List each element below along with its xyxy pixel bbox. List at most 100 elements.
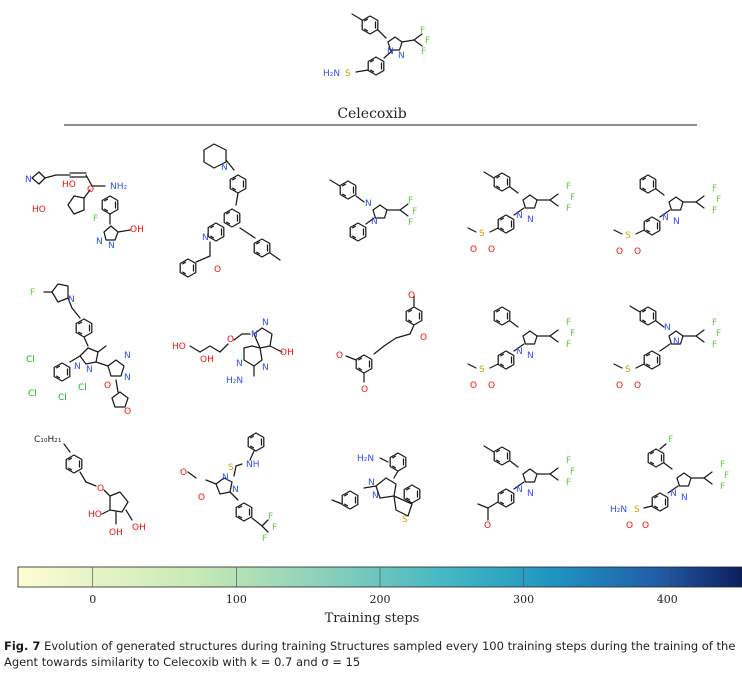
atom-label: F	[408, 218, 413, 228]
atom-label: N	[262, 318, 269, 328]
atom-label: S	[479, 365, 485, 375]
atom-label: H₂N	[226, 376, 243, 386]
molecule-r1c2	[179, 143, 281, 278]
atom-label: N	[202, 233, 209, 243]
atom-label: H₂N	[610, 505, 627, 515]
colorbar-tick-label: 100	[226, 593, 247, 606]
atom-label: O	[124, 407, 131, 417]
atom-label: O	[420, 333, 427, 343]
atom-label: S	[625, 365, 631, 375]
atom-label: N	[222, 473, 229, 483]
molecule-r2c1	[43, 283, 129, 408]
colorbar-tick-label: 300	[513, 593, 534, 606]
atom-label: F	[570, 193, 575, 203]
atom-label: N	[236, 359, 243, 369]
atom-label: N	[368, 478, 375, 488]
atom-label: O	[214, 265, 221, 275]
atom-label: F	[720, 482, 725, 492]
atom-label: O	[484, 521, 491, 531]
colorbar-tick-label: 0	[89, 593, 96, 606]
atom-label: N	[387, 47, 394, 57]
atom-label: N	[74, 362, 81, 372]
colorbar-tick-label: 200	[370, 593, 391, 606]
atom-label: OH	[130, 225, 144, 235]
atom-label: F	[272, 523, 277, 533]
atom-label: O	[470, 381, 477, 391]
atom-label: S	[402, 515, 408, 525]
atom-label: Cl	[28, 389, 37, 399]
caption-label: Fig. 7	[4, 639, 41, 653]
molecule-r3c3	[331, 452, 421, 517]
molecule-r2c3	[345, 295, 423, 383]
atom-label: N	[516, 211, 523, 221]
colorbar-title: Training steps	[325, 611, 420, 626]
atom-label: S	[228, 463, 234, 473]
atom-label: F	[712, 318, 717, 328]
atom-label: F	[262, 534, 267, 544]
atom-label: Cl	[26, 355, 35, 365]
atom-label: F	[720, 460, 725, 470]
atom-label: N	[232, 485, 239, 495]
atom-label: O	[626, 521, 633, 531]
atom-label: N	[124, 373, 131, 383]
molecule-r2c5	[613, 305, 705, 370]
atom-label: F	[566, 182, 571, 192]
atom-label: N	[516, 485, 523, 495]
atom-label: F	[566, 204, 571, 214]
atom-label: H₂N	[357, 454, 374, 464]
atom-label: N	[96, 237, 103, 247]
atom-label: O	[634, 247, 641, 257]
atom-label: N	[527, 215, 534, 225]
atom-label: F	[421, 47, 426, 57]
atom-label: S	[625, 231, 631, 241]
atom-label: N	[371, 217, 378, 227]
figure-caption: Fig. 7 Evolution of generated structures…	[4, 638, 738, 670]
molecule-r1c4	[467, 171, 559, 234]
atom-label: OH	[280, 348, 294, 358]
atom-label: F	[570, 467, 575, 477]
molecule-r2c4	[467, 306, 559, 370]
atom-label: N	[108, 241, 115, 251]
molecule-r1c1	[31, 171, 131, 241]
atom-label: F	[425, 36, 430, 46]
colorbar-tick-label: 400	[657, 593, 678, 606]
atom-label: N	[398, 51, 405, 61]
atom-label: F	[93, 214, 98, 224]
molecule-r2c2	[189, 327, 283, 377]
atom-label: N	[527, 489, 534, 499]
reference-name: Celecoxib	[337, 106, 406, 122]
atom-label: N	[673, 337, 680, 347]
atom-label: F	[412, 207, 417, 217]
atom-label: F	[712, 340, 717, 350]
atom-label: OH	[200, 355, 214, 365]
atom-label: F	[712, 206, 717, 216]
atom-label: F	[668, 435, 673, 445]
atom-label: O	[104, 381, 111, 391]
molecule-r3c5	[643, 443, 713, 512]
atom-label: N	[662, 213, 669, 223]
atom-label: O	[87, 185, 94, 195]
atom-label: O	[470, 245, 477, 255]
atom-label: N	[262, 363, 269, 373]
atom-label: N	[86, 365, 93, 375]
atom-label: O	[180, 468, 187, 478]
atom-label: HO	[172, 342, 186, 352]
atom-label: O	[488, 245, 495, 255]
molecule-r1c3	[329, 179, 409, 242]
atom-label: Cl	[78, 383, 87, 393]
atom-label: N	[365, 199, 372, 209]
atom-label: O	[361, 385, 368, 395]
atom-label: F	[408, 196, 413, 206]
atom-label: N	[516, 347, 523, 357]
atom-label: F	[566, 478, 571, 488]
atom-label: N	[673, 217, 680, 227]
atom-label: O	[227, 335, 234, 345]
atom-label: N	[664, 323, 671, 333]
atom-label: N	[251, 330, 258, 340]
atom-label: O	[616, 247, 623, 257]
colorbar-ticks: 0 100 200 300 400	[89, 567, 678, 606]
atom-label: OH	[132, 523, 146, 533]
atom-label: F	[420, 26, 425, 36]
caption-text: Evolution of generated structures during…	[4, 639, 736, 669]
